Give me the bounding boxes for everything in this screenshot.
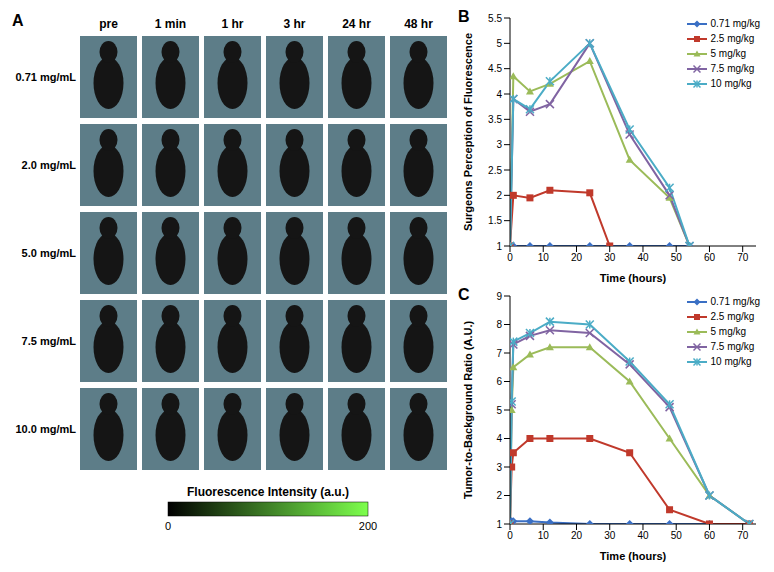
- html-text:2.5 mg/kg: 2.5 mg/kg: [710, 311, 755, 322]
- svg-text:0: 0: [507, 530, 513, 541]
- svg-text:50: 50: [671, 252, 683, 263]
- svg-text:0.71 mg/mL: 0.71 mg/mL: [15, 71, 76, 83]
- svg-text:200: 200: [359, 520, 377, 532]
- html-text:B: B: [458, 8, 470, 25]
- svg-text:7: 7: [496, 348, 502, 359]
- svg-text:70: 70: [737, 530, 749, 541]
- svg-text:Surgeons Perception of Fluores: Surgeons Perception of Fluorescence: [462, 33, 474, 231]
- html-text:7.5 mg/kg: 7.5 mg/kg: [710, 341, 755, 352]
- svg-text:60: 60: [704, 530, 716, 541]
- svg-text:10.0 mg/mL: 10.0 mg/mL: [15, 423, 76, 435]
- svg-text:4: 4: [496, 433, 502, 444]
- svg-text:30: 30: [604, 252, 616, 263]
- svg-text:1.5: 1.5: [488, 215, 502, 226]
- svg-text:24 hr: 24 hr: [342, 17, 371, 31]
- svg-text:0: 0: [165, 520, 171, 532]
- svg-text:2.0 mg/mL: 2.0 mg/mL: [22, 159, 77, 171]
- html-text:5 mg/kg: 5 mg/kg: [710, 326, 747, 337]
- svg-text:5: 5: [496, 38, 502, 49]
- svg-text:20: 20: [571, 530, 583, 541]
- svg-text:Time (hours): Time (hours): [600, 272, 667, 284]
- svg-text:Tumor-to-Background Ratio (A.U: Tumor-to-Background Ratio (A.U.): [462, 321, 474, 500]
- svg-text:60: 60: [704, 252, 716, 263]
- svg-text:1: 1: [496, 241, 502, 252]
- svg-text:pre: pre: [99, 17, 118, 31]
- svg-text:2: 2: [496, 190, 502, 201]
- svg-text:A: A: [12, 12, 24, 29]
- html-text:10 mg/kg: 10 mg/kg: [710, 78, 752, 89]
- svg-text:70: 70: [737, 252, 749, 263]
- svg-text:Time (hours): Time (hours): [600, 550, 667, 562]
- svg-text:Fluorescence Intensity (a.u.): Fluorescence Intensity (a.u.): [187, 485, 349, 499]
- svg-text:10: 10: [538, 530, 550, 541]
- svg-text:5.0 mg/mL: 5.0 mg/mL: [22, 247, 77, 259]
- svg-text:10: 10: [538, 252, 550, 263]
- html-text:10 mg/kg: 10 mg/kg: [710, 356, 752, 367]
- svg-text:20: 20: [571, 252, 583, 263]
- html-text:0.71 mg/kg: 0.71 mg/kg: [710, 296, 760, 307]
- svg-text:3: 3: [496, 462, 502, 473]
- svg-text:40: 40: [637, 252, 649, 263]
- svg-text:3 hr: 3 hr: [283, 17, 305, 31]
- svg-text:1: 1: [496, 519, 502, 530]
- svg-text:2.5: 2.5: [488, 165, 502, 176]
- html-text:2.5 mg/kg: 2.5 mg/kg: [710, 33, 755, 44]
- svg-text:50: 50: [671, 530, 683, 541]
- svg-text:5: 5: [496, 405, 502, 416]
- html-text:0.71 mg/kg: 0.71 mg/kg: [710, 18, 760, 29]
- svg-text:6: 6: [496, 376, 502, 387]
- svg-text:4.5: 4.5: [488, 63, 502, 74]
- svg-text:2: 2: [496, 490, 502, 501]
- svg-text:30: 30: [604, 530, 616, 541]
- svg-text:48 hr: 48 hr: [404, 17, 433, 31]
- svg-text:40: 40: [637, 530, 649, 541]
- svg-text:9: 9: [496, 291, 502, 302]
- svg-text:0: 0: [507, 252, 513, 263]
- svg-text:5.5: 5.5: [488, 13, 502, 24]
- svg-text:8: 8: [496, 319, 502, 330]
- svg-text:7.5 mg/mL: 7.5 mg/mL: [22, 335, 77, 347]
- svg-text:3.5: 3.5: [488, 114, 502, 125]
- html-text:5 mg/kg: 5 mg/kg: [710, 48, 747, 59]
- svg-text:1 hr: 1 hr: [221, 17, 243, 31]
- html-text:C: C: [458, 286, 470, 303]
- svg-text:4: 4: [496, 89, 502, 100]
- html-text:7.5 mg/kg: 7.5 mg/kg: [710, 63, 755, 74]
- svg-text:1 min: 1 min: [155, 17, 186, 31]
- svg-text:3: 3: [496, 139, 502, 150]
